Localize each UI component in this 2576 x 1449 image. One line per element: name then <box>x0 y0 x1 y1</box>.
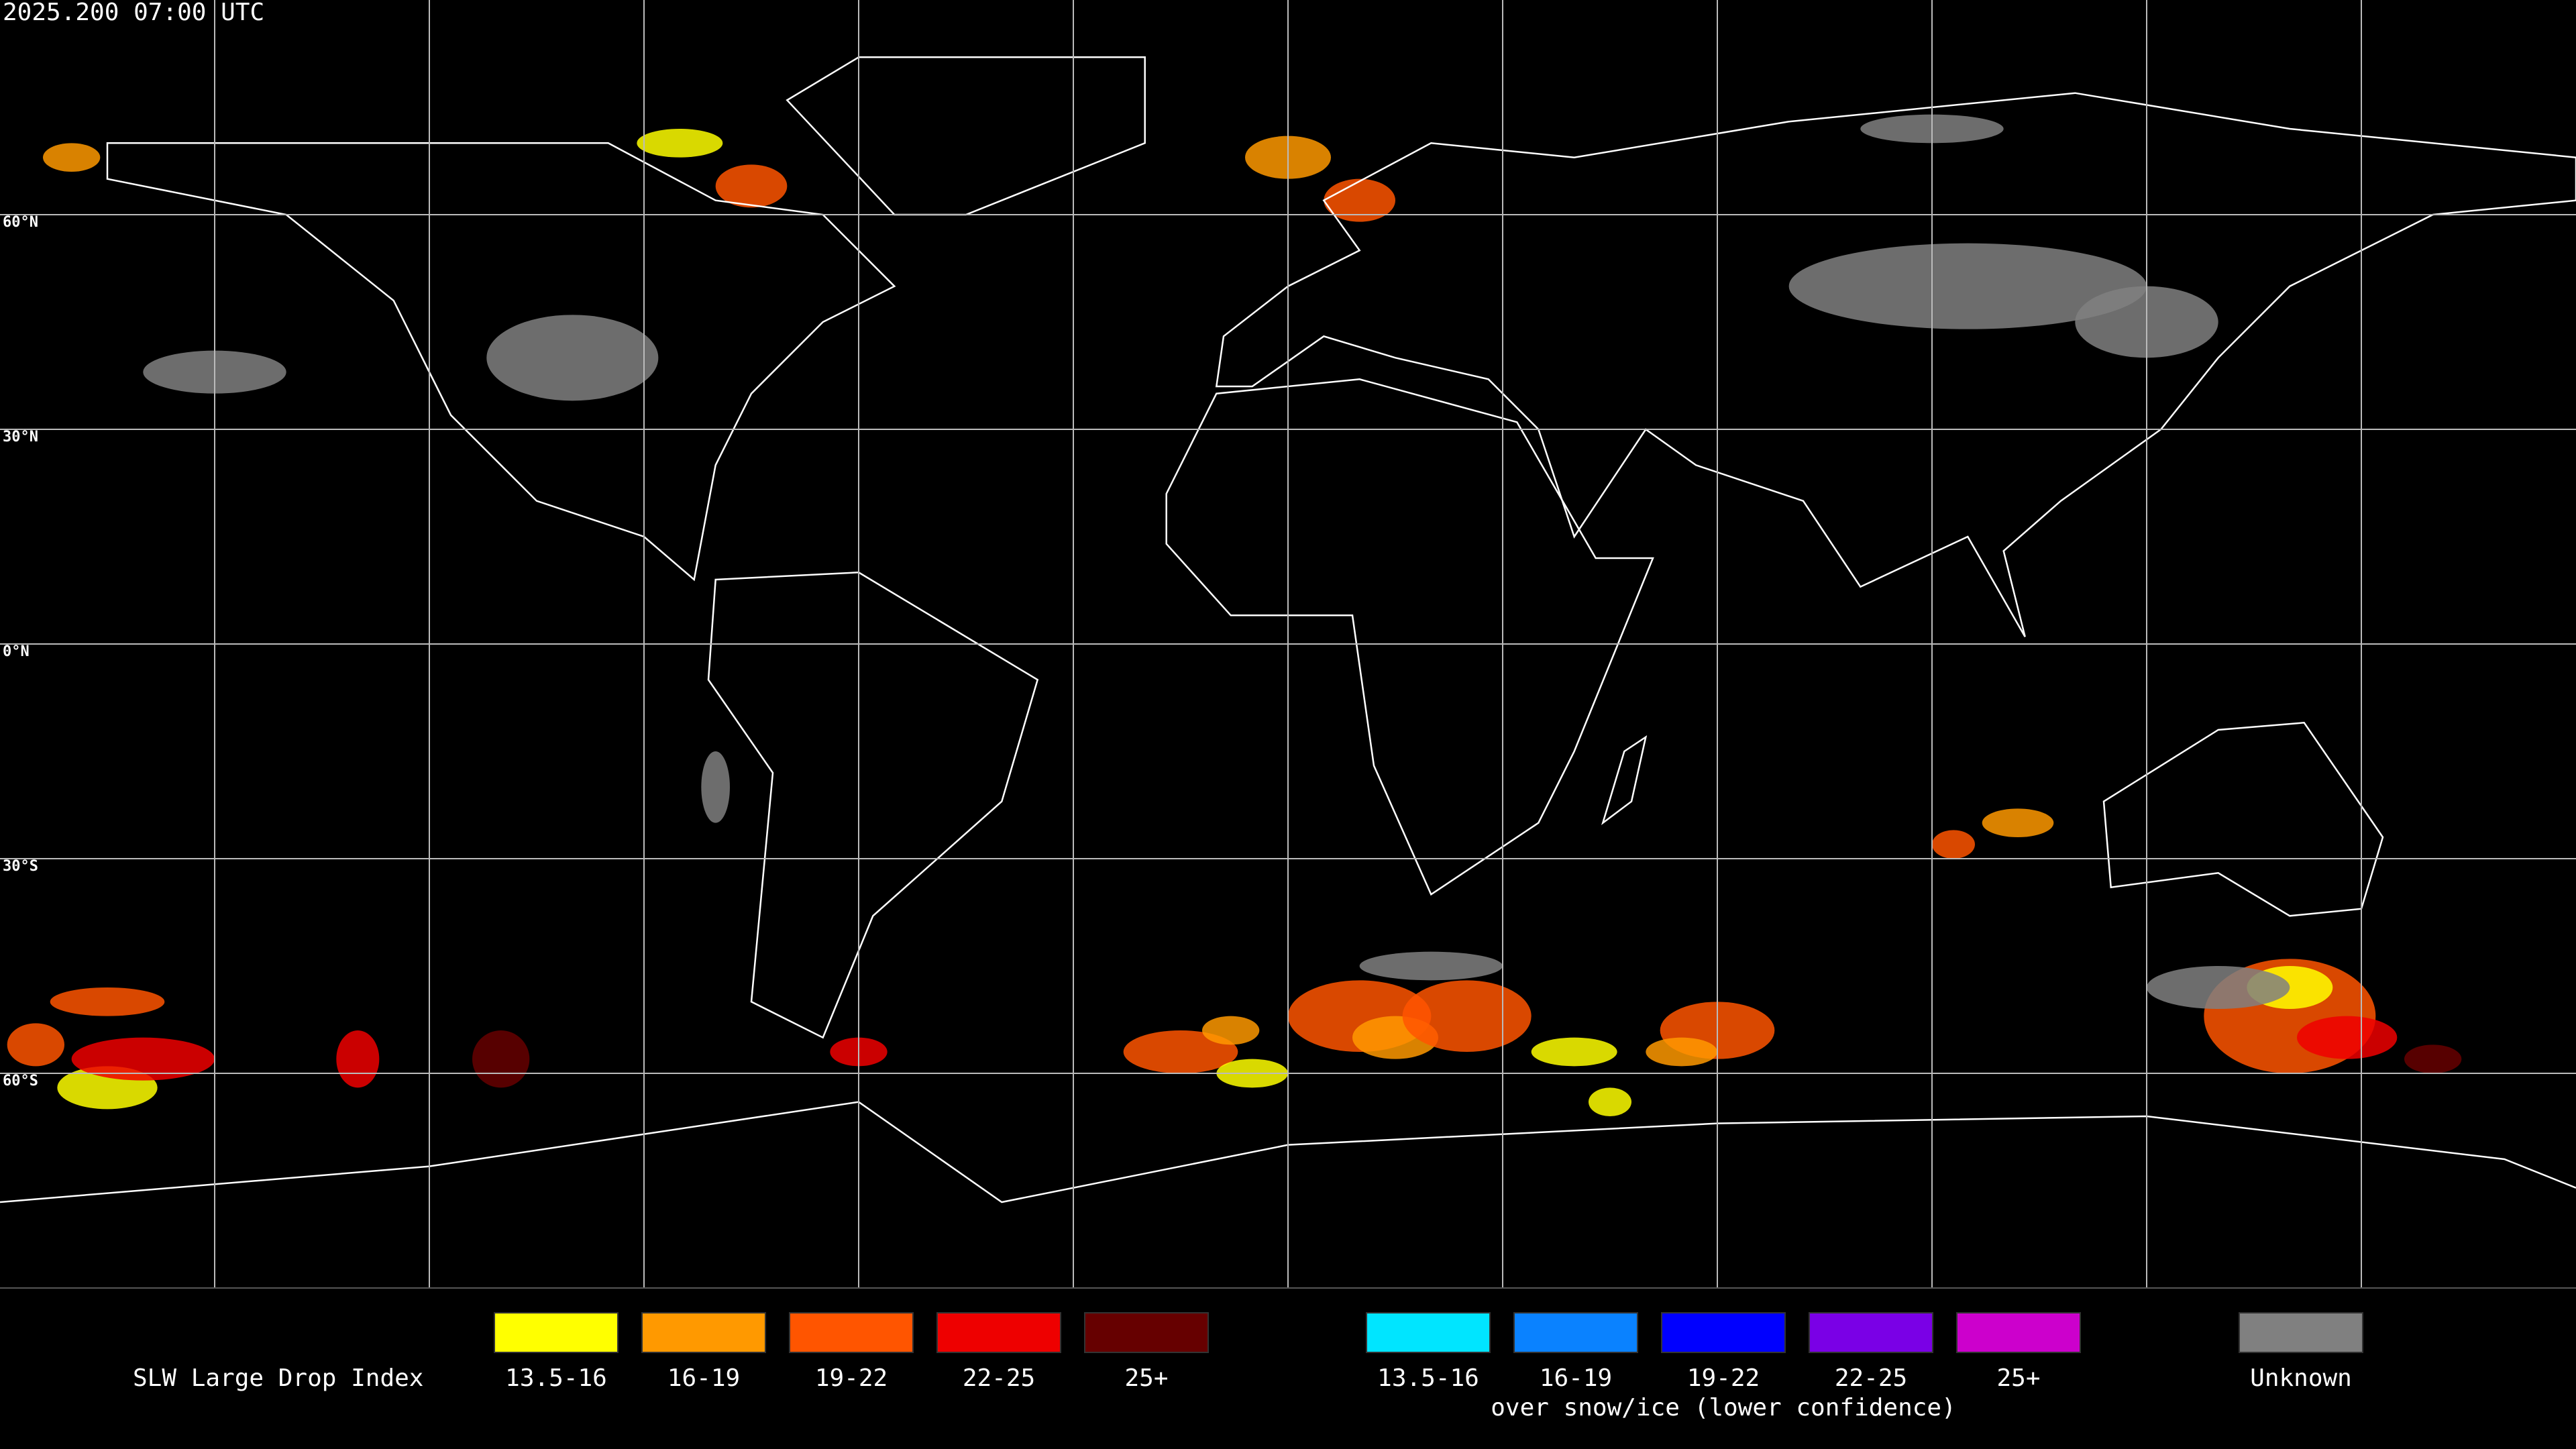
cloud-patch <box>1982 808 2054 838</box>
legend-label: 25+ <box>1996 1364 2040 1392</box>
cloud-patch <box>1402 980 1532 1053</box>
legend-label: 16-19 <box>1540 1364 1612 1392</box>
graticule <box>0 0 2576 1288</box>
legend-swatch <box>1366 1312 1491 1353</box>
legend: SLW Large Drop Index over snow/ice (lowe… <box>133 1312 2363 1421</box>
legend-label: 19-22 <box>815 1364 888 1392</box>
cloud-patch <box>637 128 723 158</box>
legend-label: 13.5-16 <box>505 1364 607 1392</box>
legend-swatch <box>1809 1312 1933 1353</box>
cloud-patch <box>472 1030 530 1088</box>
legend-swatch <box>1661 1312 1786 1353</box>
coastline <box>1601 735 1648 825</box>
legend-swatch <box>1084 1312 1209 1353</box>
cloud-patch <box>42 143 101 172</box>
cloud-patch <box>1588 1087 1632 1117</box>
cloud-patch <box>2296 1016 2398 1059</box>
latitude-label: 0°N <box>3 643 30 660</box>
cloud-patch <box>1646 1037 1718 1067</box>
cloud-patch <box>2404 1044 2462 1074</box>
cloud-patch <box>71 1037 215 1081</box>
cloud-patch <box>2146 965 2290 1010</box>
cloud-patch <box>1788 243 2147 329</box>
coastline <box>106 142 896 582</box>
legend-swatch <box>641 1312 766 1353</box>
cloud-patch <box>1123 1030 1238 1074</box>
legend-label: 16-19 <box>667 1364 740 1392</box>
cloud-patch <box>1201 1016 1260 1045</box>
legend-title: SLW Large Drop Index <box>133 1364 423 1392</box>
cloud-patch <box>1324 178 1396 222</box>
cloud-patch <box>1359 951 1503 981</box>
cloud-patch <box>7 1023 65 1067</box>
timestamp: 2025.200 07:00 UTC <box>3 0 264 26</box>
cloud-patch <box>715 164 788 208</box>
legend-swatch <box>2239 1312 2363 1353</box>
legend-swatch <box>789 1312 914 1353</box>
legend-label: 19-22 <box>1687 1364 1760 1392</box>
legend-label: 22-25 <box>1835 1364 1907 1392</box>
cloud-patch <box>701 751 731 823</box>
coastline <box>707 572 1039 1039</box>
legend-swatch <box>1513 1312 1638 1353</box>
latitude-label: 30°S <box>3 858 38 875</box>
cloud-patch <box>336 1030 380 1088</box>
latitude-label: 60°S <box>3 1073 38 1089</box>
legend-label: Unknown <box>2250 1364 2352 1392</box>
cloud-patch <box>50 987 165 1016</box>
cloud-patch <box>1531 1037 1617 1067</box>
latitude-label: 60°N <box>3 214 38 231</box>
legend-label: 13.5-16 <box>1377 1364 1479 1392</box>
legend-swatch <box>1956 1312 2081 1353</box>
latitude-label: 30°N <box>3 429 38 445</box>
legend-label: 25+ <box>1124 1364 1168 1392</box>
legend-swatch <box>936 1312 1061 1353</box>
coastline <box>1165 378 1654 896</box>
legend-caption: over snow/ice (lower confidence) <box>1491 1394 1956 1421</box>
cloud-patch <box>486 315 659 401</box>
legend-swatch <box>494 1312 619 1353</box>
legend-label: 22-25 <box>963 1364 1035 1392</box>
cloud-patch <box>1931 830 1976 859</box>
